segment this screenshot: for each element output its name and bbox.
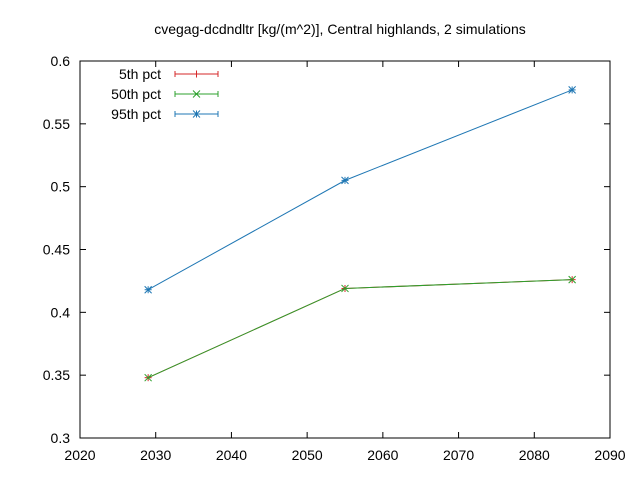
legend-marker [192, 90, 201, 98]
marker-stroke [341, 176, 349, 185]
series-2 [144, 86, 576, 294]
marker-stroke [144, 285, 152, 294]
legend-label: 95th pct [111, 106, 161, 122]
x-tick-label: 2050 [292, 447, 323, 463]
data-point [144, 373, 152, 382]
series-line [147, 279, 573, 379]
legend-entry: 5th pct [119, 66, 219, 82]
y-tick-label: 0.5 [51, 179, 71, 195]
marker-stroke [192, 90, 201, 98]
data-point [341, 176, 349, 185]
chart-title: cvegag-dcdndltr [kg/(m^2)], Central high… [154, 21, 526, 37]
series-line [147, 279, 573, 379]
x-tick-label: 2020 [64, 447, 95, 463]
y-tick-label: 0.35 [43, 367, 70, 383]
marker-stroke [341, 284, 349, 293]
y-tick-label: 0.45 [43, 242, 70, 258]
x-tick-label: 2060 [367, 447, 398, 463]
series-1 [144, 275, 576, 382]
x-tick-label: 2030 [140, 447, 171, 463]
y-tick-label: 0.6 [51, 53, 71, 69]
marker-stroke [192, 110, 201, 118]
y-tick-label: 0.4 [51, 304, 71, 320]
series-line [147, 89, 573, 291]
data-point [144, 285, 152, 294]
legend-entry: 95th pct [111, 106, 219, 122]
x-tick-label: 2070 [443, 447, 474, 463]
x-tick-label: 2040 [216, 447, 247, 463]
series-layer [144, 86, 576, 382]
data-point [568, 86, 576, 94]
marker-stroke [568, 275, 576, 284]
data-point [341, 284, 349, 293]
legend-label: 5th pct [119, 66, 161, 82]
data-point [568, 275, 576, 284]
x-tick-label: 2080 [519, 447, 550, 463]
legend-entry: 50th pct [111, 86, 219, 102]
y-tick-label: 0.3 [51, 430, 71, 446]
legend: 5th pct 50th pct 95th pct [111, 66, 219, 122]
series-0 [144, 276, 576, 382]
x-tick-label: 2090 [594, 447, 625, 463]
legend-marker [193, 70, 200, 78]
y-tick-label: 0.55 [43, 116, 70, 132]
legend-label: 50th pct [111, 86, 161, 102]
marker-stroke [144, 373, 152, 382]
marker-stroke [568, 86, 576, 94]
legend-marker [192, 110, 201, 118]
axes: 2020 2030 2040 2050 2060 2070 2080 2090 0.3 0.35 0… [43, 53, 626, 463]
